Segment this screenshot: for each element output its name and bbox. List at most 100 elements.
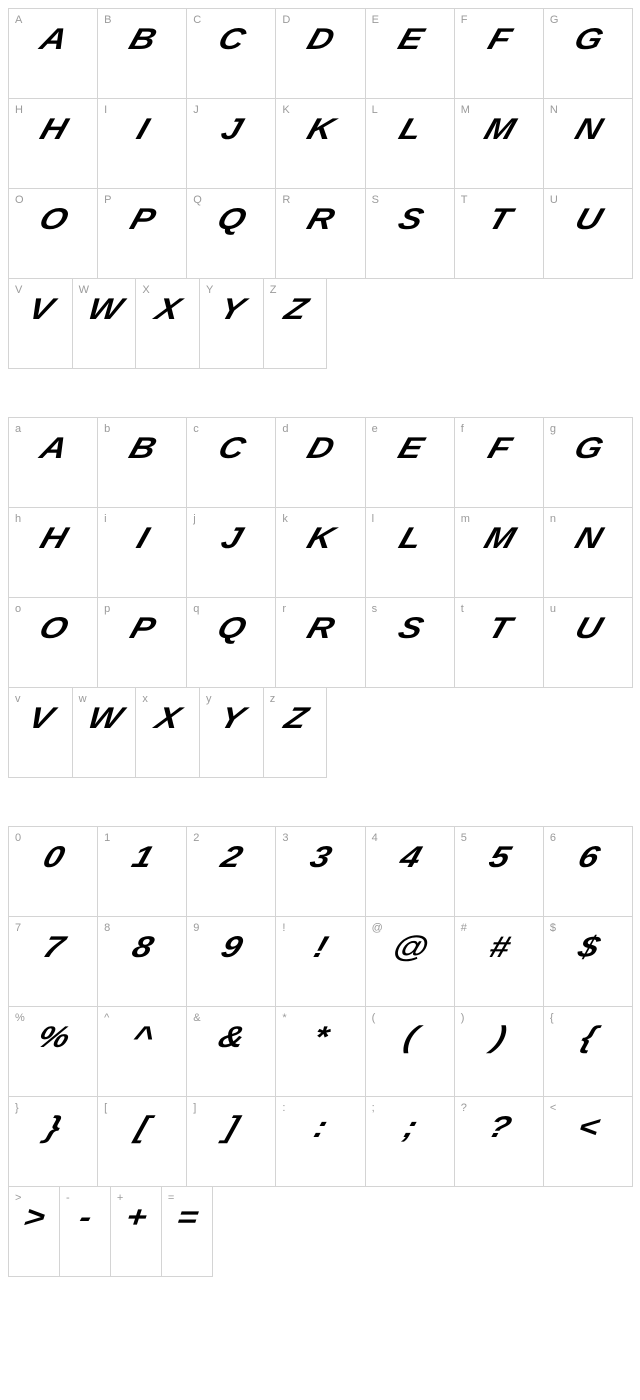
cell-glyph: Z bbox=[253, 702, 336, 736]
grid-row: HHIIJJKKLLMMNN bbox=[8, 99, 633, 189]
glyph-cell: JJ bbox=[187, 99, 276, 189]
glyph-cell: {{ bbox=[544, 1007, 633, 1097]
glyph-cell: bB bbox=[98, 418, 187, 508]
cell-glyph: { bbox=[532, 1021, 640, 1055]
glyph-cell: kK bbox=[276, 508, 365, 598]
glyph-cell: AA bbox=[9, 9, 98, 99]
grid-row: oOpPqQrRsStTuU bbox=[8, 598, 633, 688]
grid-row: 778899!!@@##$$ bbox=[8, 917, 633, 1007]
glyph-cell: (( bbox=[366, 1007, 455, 1097]
glyph-cell: rR bbox=[276, 598, 365, 688]
cell-glyph: < bbox=[532, 1111, 640, 1145]
glyph-cell: ZZ bbox=[264, 279, 328, 369]
cell-glyph: = bbox=[153, 1201, 221, 1235]
section-uppercase: AABBCCDDEEFFGGHHIIJJKKLLMMNNOOPPQQRRSSTT… bbox=[8, 8, 632, 369]
glyph-cell: PP bbox=[98, 189, 187, 279]
glyph-cell: uU bbox=[544, 598, 633, 688]
character-map-container: AABBCCDDEEFFGGHHIIJJKKLLMMNNOOPPQQRRSSTT… bbox=[8, 8, 632, 1277]
grid-row: %%^^&&**(()){{ bbox=[8, 1007, 633, 1097]
glyph-cell: 88 bbox=[98, 917, 187, 1007]
cell-glyph: 6 bbox=[532, 841, 640, 875]
cell-glyph: U bbox=[532, 612, 640, 646]
glyph-cell: oO bbox=[9, 598, 98, 688]
glyph-cell: TT bbox=[455, 189, 544, 279]
glyph-cell: ?? bbox=[455, 1097, 544, 1187]
glyph-cell: tT bbox=[455, 598, 544, 688]
grid-row: vVwWxXyYzZ bbox=[8, 688, 455, 778]
glyph-cell: qQ bbox=[187, 598, 276, 688]
glyph-cell: 55 bbox=[455, 827, 544, 917]
glyph-cell: HH bbox=[9, 99, 98, 189]
glyph-cell: [[ bbox=[98, 1097, 187, 1187]
glyph-cell: FF bbox=[455, 9, 544, 99]
glyph-cell: ;; bbox=[366, 1097, 455, 1187]
glyph-cell: }} bbox=[9, 1097, 98, 1187]
glyph-cell: GG bbox=[544, 9, 633, 99]
glyph-cell: && bbox=[187, 1007, 276, 1097]
glyph-cell: 77 bbox=[9, 917, 98, 1007]
glyph-cell: 22 bbox=[187, 827, 276, 917]
glyph-cell: II bbox=[98, 99, 187, 189]
glyph-cell: 33 bbox=[276, 827, 365, 917]
glyph-cell: SS bbox=[366, 189, 455, 279]
glyph-cell: eE bbox=[366, 418, 455, 508]
glyph-cell: << bbox=[544, 1097, 633, 1187]
glyph-cell: KK bbox=[276, 99, 365, 189]
glyph-cell: OO bbox=[9, 189, 98, 279]
glyph-cell: mM bbox=[455, 508, 544, 598]
section-lowercase: aAbBcCdDeEfFgGhHiIjJkKlLmMnNoOpPqQrRsStT… bbox=[8, 417, 632, 778]
glyph-cell: == bbox=[162, 1187, 213, 1277]
glyph-cell: 44 bbox=[366, 827, 455, 917]
grid-row: aAbBcCdDeEfFgG bbox=[8, 417, 633, 508]
cell-glyph: G bbox=[532, 432, 640, 466]
glyph-cell: 11 bbox=[98, 827, 187, 917]
glyph-cell: iI bbox=[98, 508, 187, 598]
glyph-cell: QQ bbox=[187, 189, 276, 279]
grid-row: 00112233445566 bbox=[8, 826, 633, 917]
glyph-cell: DD bbox=[276, 9, 365, 99]
grid-row: }}[[]]::;;??<< bbox=[8, 1097, 633, 1187]
glyph-cell: nN bbox=[544, 508, 633, 598]
glyph-cell: @@ bbox=[366, 917, 455, 1007]
glyph-cell: ]] bbox=[187, 1097, 276, 1187]
glyph-cell: jJ bbox=[187, 508, 276, 598]
glyph-cell: lL bbox=[366, 508, 455, 598]
glyph-cell: ** bbox=[276, 1007, 365, 1097]
glyph-cell: UU bbox=[544, 189, 633, 279]
glyph-cell: aA bbox=[9, 418, 98, 508]
glyph-cell: cC bbox=[187, 418, 276, 508]
glyph-cell: sS bbox=[366, 598, 455, 688]
glyph-cell: fF bbox=[455, 418, 544, 508]
glyph-cell: !! bbox=[276, 917, 365, 1007]
glyph-cell: 66 bbox=[544, 827, 633, 917]
section-numbers-symbols: 00112233445566778899!!@@##$$%%^^&&**(())… bbox=[8, 826, 632, 1277]
cell-glyph: U bbox=[532, 203, 640, 237]
glyph-cell: ^^ bbox=[98, 1007, 187, 1097]
glyph-cell: BB bbox=[98, 9, 187, 99]
glyph-cell: %% bbox=[9, 1007, 98, 1097]
glyph-cell: )) bbox=[455, 1007, 544, 1097]
cell-glyph: $ bbox=[532, 931, 640, 965]
cell-glyph: Z bbox=[253, 293, 336, 327]
cell-glyph: G bbox=[532, 23, 640, 57]
glyph-cell: zZ bbox=[264, 688, 328, 778]
glyph-cell: 00 bbox=[9, 827, 98, 917]
glyph-cell: pP bbox=[98, 598, 187, 688]
grid-row: hHiIjJkKlLmMnN bbox=[8, 508, 633, 598]
cell-glyph: N bbox=[532, 113, 640, 147]
glyph-cell: :: bbox=[276, 1097, 365, 1187]
glyph-cell: MM bbox=[455, 99, 544, 189]
grid-row: OOPPQQRRSSTTUU bbox=[8, 189, 633, 279]
glyph-cell: CC bbox=[187, 9, 276, 99]
cell-glyph: N bbox=[532, 522, 640, 556]
glyph-cell: gG bbox=[544, 418, 633, 508]
glyph-cell: hH bbox=[9, 508, 98, 598]
glyph-cell: $$ bbox=[544, 917, 633, 1007]
glyph-cell: NN bbox=[544, 99, 633, 189]
glyph-cell: RR bbox=[276, 189, 365, 279]
glyph-cell: ## bbox=[455, 917, 544, 1007]
grid-row: VVWWXXYYZZ bbox=[8, 279, 455, 369]
glyph-cell: EE bbox=[366, 9, 455, 99]
glyph-cell: 99 bbox=[187, 917, 276, 1007]
grid-row: AABBCCDDEEFFGG bbox=[8, 8, 633, 99]
